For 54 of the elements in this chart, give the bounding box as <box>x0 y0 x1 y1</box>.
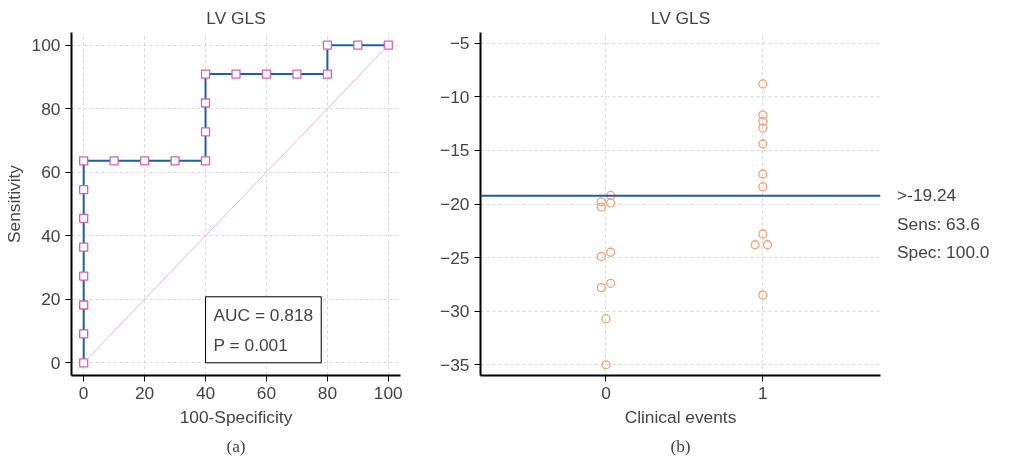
chart-title: LV GLS <box>650 7 711 28</box>
ref-line-label: >-19.24 <box>897 184 957 205</box>
y-tick-label: 20 <box>41 289 61 310</box>
y-tick-label: −10 <box>440 86 470 107</box>
point <box>596 202 606 212</box>
y-tick-label: 60 <box>41 162 61 183</box>
point <box>758 290 768 300</box>
x-axis-title: Clinical events <box>624 406 737 427</box>
text: Sens: 63.6 <box>897 213 980 234</box>
point <box>758 229 768 239</box>
x-axis-title: 100-Specificity <box>179 406 293 427</box>
text: (a) <box>226 436 246 456</box>
point <box>596 282 606 293</box>
point <box>606 278 616 288</box>
x-tick-label: 100 <box>373 382 403 403</box>
x-tick-label: 40 <box>195 382 216 403</box>
annotation: P = 0.001 <box>213 334 288 355</box>
point <box>601 360 611 370</box>
text: (b) <box>670 436 691 456</box>
point <box>606 247 616 257</box>
point <box>596 251 606 262</box>
point <box>606 190 616 201</box>
y-tick-label: −15 <box>440 140 470 161</box>
y-tick-label: −5 <box>449 33 470 54</box>
point <box>762 240 773 250</box>
annotation: AUC = 0.818 <box>213 304 314 325</box>
x-tick-label: 20 <box>134 382 155 403</box>
y-tick-label: 100 <box>31 35 61 56</box>
x-tick-label: 0 <box>601 382 611 403</box>
y-tick-label: −35 <box>440 354 470 375</box>
point <box>606 198 616 208</box>
point <box>596 197 606 207</box>
point <box>758 79 768 89</box>
y-tick-label: 80 <box>41 98 61 119</box>
y-tick-label: 40 <box>41 225 61 246</box>
x-tick-label: 1 <box>758 382 768 403</box>
y-tick-label: −20 <box>440 194 470 214</box>
x-tick-label: 80 <box>317 382 338 403</box>
x-tick-label: 0 <box>78 382 89 403</box>
point <box>750 240 760 250</box>
chart-title: LV GLS <box>206 7 266 28</box>
point <box>758 116 768 127</box>
text: Spec: 100.0 <box>897 241 990 262</box>
y-tick-label: −30 <box>440 301 470 322</box>
y-tick-label: −25 <box>440 247 470 268</box>
point <box>601 314 611 324</box>
x-tick-label: 60 <box>256 382 277 403</box>
point <box>758 169 768 179</box>
y-axis-title: Sensitivity <box>3 164 24 243</box>
point <box>758 123 768 133</box>
point <box>758 182 768 192</box>
y-tick-label: 0 <box>50 352 61 373</box>
point <box>758 139 768 149</box>
point <box>758 110 768 120</box>
